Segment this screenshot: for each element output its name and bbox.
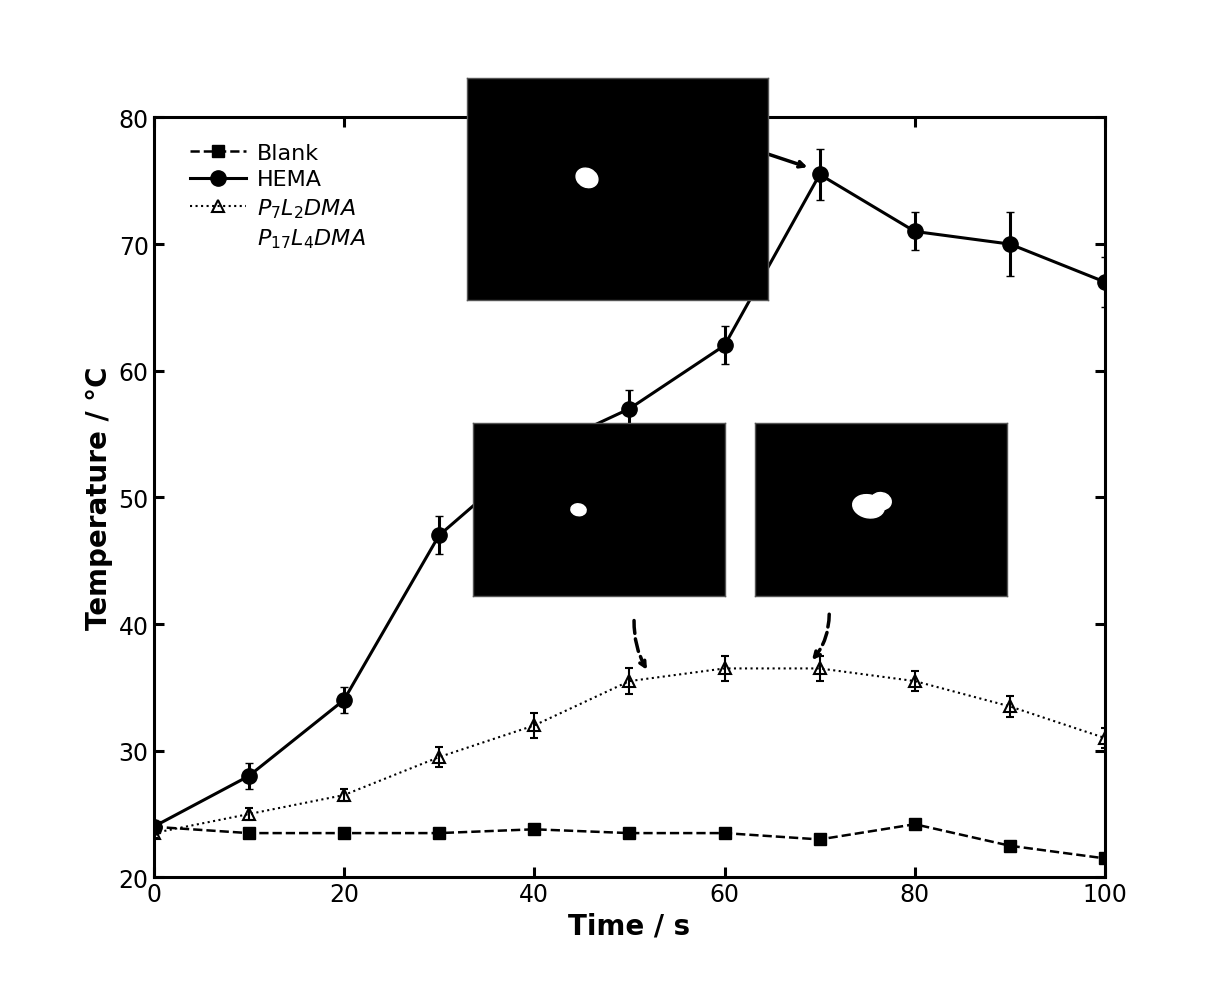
Legend: Blank, HEMA, $P_7L_2DMA$, $P_{17}L_4DMA$: Blank, HEMA, $P_7L_2DMA$, $P_{17}L_4DMA$ [184,137,372,257]
Ellipse shape [576,169,598,188]
Ellipse shape [871,493,892,510]
Y-axis label: Temperature / °C: Temperature / °C [85,367,113,629]
Ellipse shape [852,495,884,519]
Ellipse shape [571,504,586,517]
X-axis label: Time / s: Time / s [569,912,690,940]
